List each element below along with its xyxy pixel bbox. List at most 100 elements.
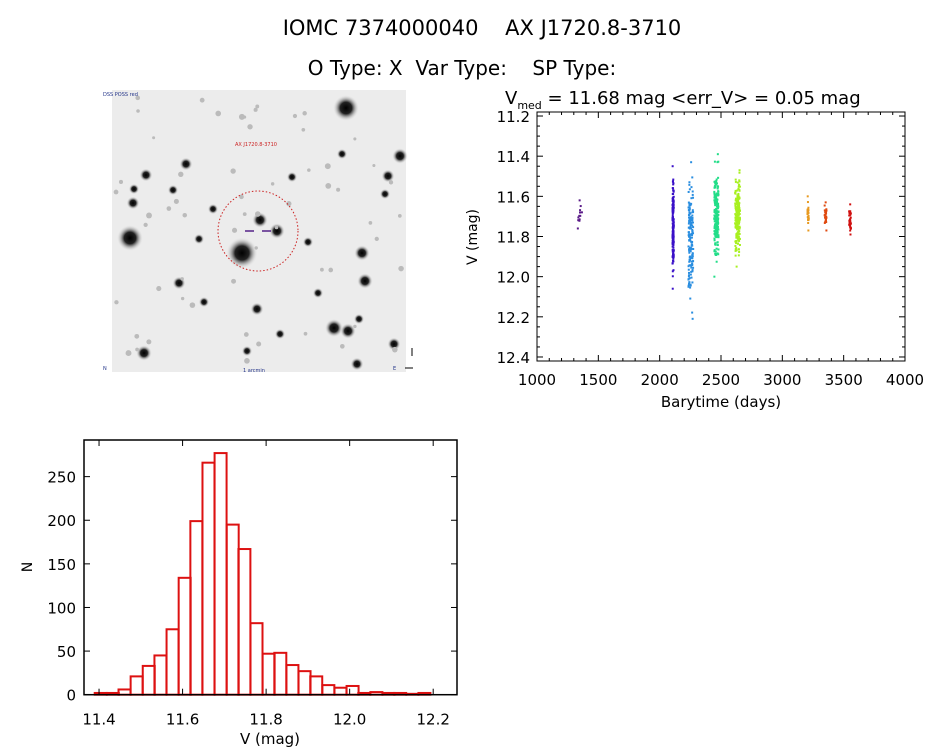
data-point [672, 244, 675, 247]
data-point [576, 227, 579, 230]
data-point [715, 223, 718, 226]
data-point [714, 217, 717, 220]
data-point [738, 237, 741, 240]
data-point [714, 235, 717, 238]
data-point [691, 190, 694, 193]
data-point [687, 245, 690, 248]
data-point [734, 191, 737, 194]
data-point [735, 201, 738, 204]
data-point [672, 182, 675, 185]
data-point [713, 201, 716, 204]
data-point [689, 212, 692, 215]
data-point [737, 211, 740, 214]
data-point [692, 266, 695, 269]
data-point [737, 195, 740, 198]
data-point [691, 252, 694, 255]
data-point [734, 180, 737, 183]
data-point [716, 207, 719, 210]
data-point [714, 252, 717, 255]
faint-star [215, 110, 222, 117]
data-point [691, 317, 694, 320]
data-point [715, 222, 718, 225]
data-point [713, 239, 716, 242]
data-point [689, 225, 692, 228]
data-point [806, 213, 809, 216]
data-point [716, 221, 719, 224]
data-point [672, 241, 675, 244]
faint-star [372, 163, 376, 168]
star [350, 357, 364, 371]
data-point [672, 233, 675, 236]
data-point [691, 262, 694, 265]
data-point [691, 214, 694, 217]
data-point [734, 178, 737, 181]
data-point [672, 178, 675, 181]
data-point [735, 209, 738, 212]
data-point [688, 251, 691, 254]
data-point [714, 199, 717, 202]
data-point [849, 224, 852, 227]
data-point [735, 249, 738, 252]
data-point [713, 210, 716, 213]
histogram-bar [153, 654, 168, 696]
star [354, 245, 370, 261]
faint-star [173, 198, 179, 204]
data-point [736, 223, 739, 226]
y-tick-label: 11.8 [497, 229, 530, 247]
faint-star [397, 214, 402, 218]
data-point [717, 248, 720, 251]
data-point [738, 185, 741, 188]
data-point [579, 209, 582, 212]
data-point [717, 217, 720, 220]
y-axis-label: V (mag) [465, 209, 481, 265]
data-point [735, 200, 738, 203]
data-point [688, 281, 691, 284]
star [126, 196, 140, 210]
faint-star [180, 296, 185, 301]
data-point [738, 230, 741, 233]
histogram-bar [129, 675, 144, 696]
data-point [738, 171, 741, 174]
data-point [672, 190, 675, 193]
data-point [671, 262, 674, 265]
data-point [578, 218, 581, 221]
data-point [714, 214, 717, 217]
data-point [671, 219, 674, 222]
data-point [692, 196, 695, 199]
data-point [713, 250, 716, 253]
data-point [738, 250, 741, 253]
data-point [690, 197, 693, 200]
data-point [580, 211, 583, 214]
data-point [737, 187, 740, 190]
data-point [688, 249, 691, 252]
data-point [687, 231, 690, 234]
data-point [691, 176, 694, 179]
data-point [691, 244, 694, 247]
data-point [716, 215, 719, 218]
data-point [716, 233, 719, 236]
star [392, 148, 408, 164]
data-point [716, 225, 719, 228]
data-point [738, 217, 741, 220]
data-point [671, 259, 674, 262]
data-point [735, 221, 738, 224]
star [139, 168, 153, 182]
data-point [716, 241, 719, 244]
data-point [687, 275, 690, 278]
data-point [716, 217, 719, 220]
data-point [736, 228, 739, 231]
y-tick-label: 250 [47, 469, 76, 487]
data-point [737, 254, 740, 257]
histogram-bar [321, 684, 336, 696]
data-point [714, 196, 717, 199]
data-point [736, 233, 739, 236]
histogram-bar [117, 688, 132, 696]
faint-star [156, 286, 162, 292]
data-point [715, 198, 718, 201]
data-point [688, 260, 691, 263]
data-point [734, 248, 737, 251]
data-point [734, 244, 737, 247]
faint-star [114, 300, 119, 305]
data-point [671, 214, 674, 217]
x-tick-label: 11.6 [166, 711, 199, 729]
